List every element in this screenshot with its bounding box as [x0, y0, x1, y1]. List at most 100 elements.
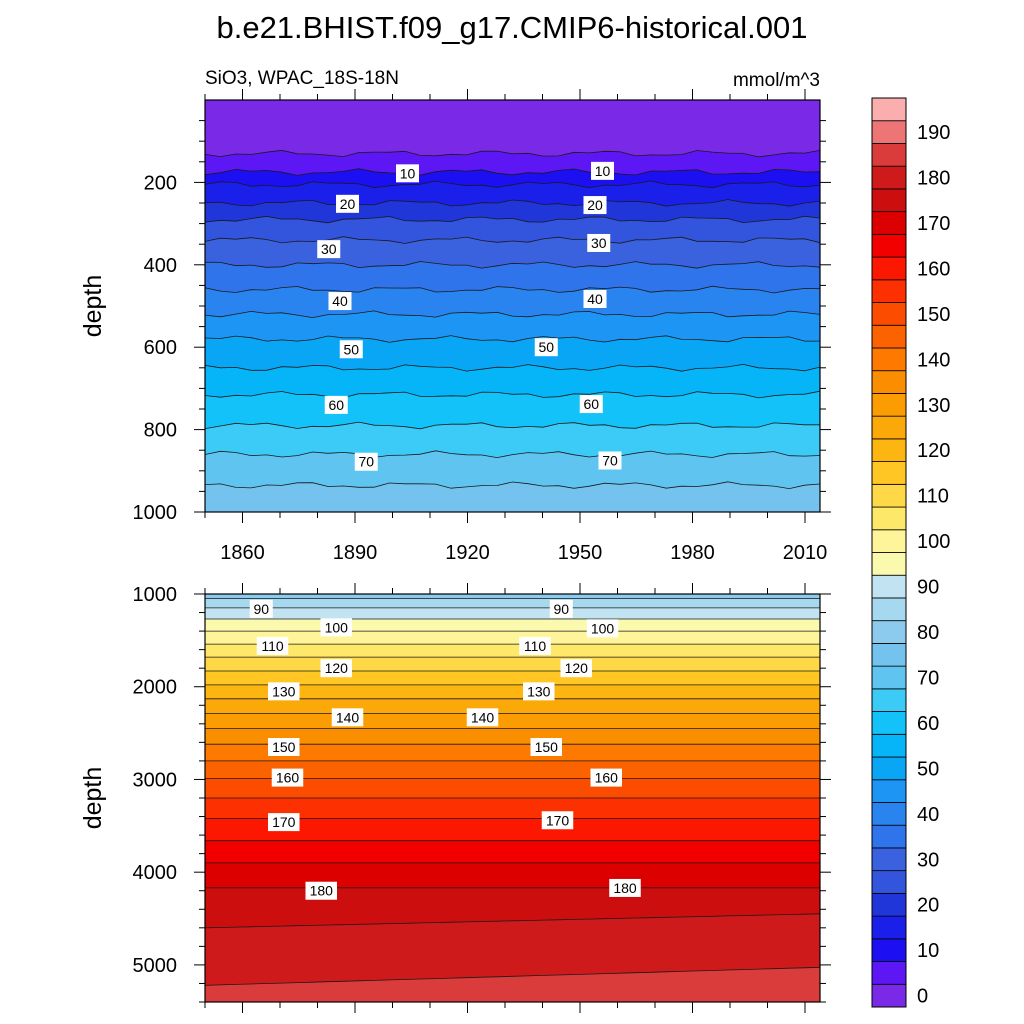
colorbar-swatch [871, 961, 907, 985]
colorbar-label: 90 [917, 577, 939, 599]
colorbar-label: 160 [917, 258, 950, 280]
colorbar-swatch [871, 483, 907, 508]
contour-band [205, 594, 820, 599]
svg-text:170: 170 [546, 812, 570, 828]
colorbar-label: 20 [917, 895, 939, 917]
contour-line [205, 913, 820, 929]
colorbar-label: 70 [917, 667, 939, 689]
contour-label: 10 [396, 164, 419, 183]
contour-label: 170 [268, 813, 300, 832]
contour-band [205, 744, 820, 761]
contour-label: 100 [586, 619, 619, 638]
x-tick-label: 1950 [558, 542, 603, 564]
contour-band [205, 150, 820, 176]
colorbar-label: 130 [917, 395, 950, 417]
svg-text:110: 110 [261, 638, 284, 654]
contour-band [205, 657, 820, 671]
contour-line [205, 215, 820, 224]
contour-line [205, 149, 820, 158]
contour-line [205, 966, 820, 986]
svg-text:20: 20 [340, 196, 356, 212]
contour-label: 120 [320, 659, 352, 678]
lower-panel: 90 90 100 100 110 110 120 120 130 130 140 140 150 150… [79, 583, 831, 1013]
contour-line [205, 310, 820, 319]
colorbar-swatch [871, 802, 907, 826]
colorbar-label: 40 [917, 804, 939, 826]
svg-text:20: 20 [587, 197, 603, 213]
colorbar-label: 50 [917, 758, 939, 780]
y-axis: 200 400 600 800 1000 [133, 120, 831, 524]
svg-text:140: 140 [471, 709, 495, 725]
contour-label: 90 [249, 599, 273, 618]
colorbar-swatch [871, 711, 907, 735]
contour-label: 130 [268, 682, 300, 701]
svg-text:60: 60 [583, 396, 599, 412]
colorbar-label: 0 [917, 986, 928, 1008]
svg-text:100: 100 [591, 620, 615, 636]
colorbar-swatch [871, 665, 907, 690]
x-tick-label: 2010 [783, 542, 828, 564]
contour-label: 30 [587, 233, 611, 252]
contour-label: 60 [579, 395, 603, 414]
svg-text:40: 40 [587, 291, 603, 307]
contour-band [205, 887, 820, 928]
contour-band [205, 644, 820, 658]
y-axis: 1000 2000 3000 4000 5000 [133, 584, 831, 1003]
svg-text:140: 140 [336, 709, 360, 725]
contour-band [205, 481, 820, 512]
colorbar-swatch [871, 779, 907, 803]
contour-label: 70 [354, 452, 378, 471]
y-tick-label: 400 [144, 255, 177, 277]
svg-text:70: 70 [358, 454, 374, 470]
contour-line [205, 285, 820, 294]
contour-band [205, 364, 820, 398]
svg-text:30: 30 [591, 235, 607, 251]
svg-text:60: 60 [328, 397, 344, 413]
colorbar-swatch [871, 733, 907, 758]
colorbar-label: 150 [917, 304, 950, 326]
contour-label: 10 [591, 161, 614, 180]
contour-label: 110 [519, 636, 551, 655]
contour-line [205, 390, 820, 399]
colorbar-swatch [871, 597, 907, 622]
contour-band [205, 619, 820, 632]
colorbar: 0 10 20 30 40 50 60 70 80 90 100 110 120 130 140 150 160… [871, 97, 950, 1008]
contour-band [205, 713, 820, 729]
colorbar-swatch [871, 552, 907, 576]
contour-label: 100 [320, 618, 352, 637]
colorbar-swatch [871, 620, 907, 644]
contour-band [205, 967, 820, 1002]
contour-band [205, 698, 820, 714]
svg-text:110: 110 [524, 638, 547, 654]
svg-text:50: 50 [538, 339, 554, 355]
svg-text:90: 90 [553, 601, 569, 617]
contour-band [205, 778, 820, 798]
contour-band [205, 598, 820, 608]
x-tick-label: 1980 [670, 542, 715, 564]
contour-line [205, 168, 820, 176]
colorbar-swatch [871, 188, 907, 213]
colorbar-swatch [871, 347, 907, 372]
contour-label: 140 [466, 708, 499, 727]
contour-label: 180 [609, 878, 641, 897]
y-tick-label: 5000 [133, 955, 178, 977]
colorbar-label: 60 [917, 713, 939, 735]
contour-line [205, 335, 820, 343]
colorbar-swatch [871, 938, 907, 962]
colorbar-swatch [871, 211, 907, 235]
colorbar-swatch [871, 892, 907, 917]
contour-band [205, 100, 820, 157]
colorbar-swatch [871, 370, 907, 394]
svg-text:10: 10 [400, 165, 416, 181]
contour-band [205, 684, 820, 699]
y-tick-label: 800 [144, 420, 177, 442]
colorbar-swatch [871, 643, 907, 667]
svg-text:100: 100 [325, 619, 349, 635]
contour-label: 60 [324, 395, 348, 414]
figure-title: b.e21.BHIST.f09_g17.CMIP6-historical.001 [216, 10, 807, 45]
svg-text:40: 40 [332, 293, 348, 309]
contour-band [205, 607, 820, 619]
y-axis-label: depth [79, 767, 107, 830]
contour-band [205, 168, 820, 188]
